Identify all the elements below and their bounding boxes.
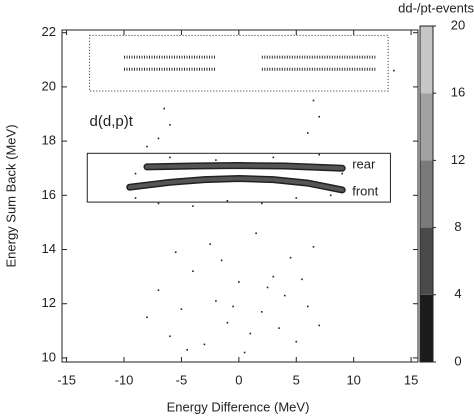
- event-point: [157, 202, 160, 205]
- event-point: [220, 259, 223, 262]
- event-point: [157, 137, 160, 140]
- colorbar-tick-label: 8: [454, 219, 461, 234]
- x-tick-label: 5: [293, 372, 300, 387]
- event-point: [272, 275, 275, 278]
- x-axis-label: Energy Difference (MeV): [167, 399, 310, 414]
- y-tick-label: 14: [42, 241, 56, 256]
- event-point: [243, 351, 246, 354]
- x-tick-label: -10: [115, 372, 134, 387]
- event-point: [134, 197, 137, 199]
- event-point: [341, 172, 344, 175]
- event-point: [393, 69, 395, 72]
- event-point: [169, 335, 171, 338]
- region-box: [89, 34, 389, 92]
- event-point: [255, 232, 257, 235]
- colorbar-band: [420, 294, 433, 362]
- annotation: d(d,p)t: [90, 113, 134, 130]
- colorbar-tick-label: 12: [451, 152, 465, 167]
- colorbar-tick-label: 0: [454, 353, 461, 368]
- event-point: [278, 327, 280, 329]
- y-tick-label: 10: [42, 349, 56, 364]
- event-point: [226, 199, 229, 202]
- event-point: [163, 107, 166, 110]
- event-point: [289, 256, 292, 259]
- event-point: [226, 321, 229, 324]
- event-point: [203, 343, 206, 346]
- x-tick-label: 0: [235, 372, 242, 387]
- colorbar-band: [420, 93, 433, 161]
- plot-frame: [61, 29, 419, 363]
- event-point: [186, 349, 188, 351]
- band-label: front: [352, 183, 378, 198]
- event-point: [283, 294, 286, 297]
- colorbar-tick-label: 16: [451, 85, 465, 100]
- colorbar-frame: [419, 25, 434, 363]
- event-point: [169, 156, 171, 159]
- event-point: [215, 159, 217, 161]
- event-point: [249, 332, 252, 335]
- x-tick-label: 15: [404, 372, 418, 387]
- event-point: [146, 316, 148, 319]
- x-tick-label: -15: [57, 372, 76, 387]
- event-point: [312, 99, 315, 102]
- colorbar-band: [420, 160, 433, 228]
- event-point: [306, 305, 309, 308]
- band-line: [144, 163, 345, 171]
- event-point: [295, 340, 298, 343]
- event-point: [301, 278, 303, 281]
- event-point: [318, 153, 321, 156]
- event-point: [192, 205, 194, 207]
- band-line: [127, 176, 345, 192]
- band-label: rear: [352, 157, 376, 172]
- event-point: [261, 311, 263, 313]
- event-point: [261, 202, 263, 205]
- y-axis-label: Energy Sum Back (MeV): [3, 124, 18, 267]
- colorbar-tick-label: 4: [454, 286, 461, 301]
- event-point: [146, 145, 148, 148]
- event-point: [169, 124, 171, 126]
- y-tick-label: 16: [42, 187, 56, 202]
- event-point: [180, 308, 183, 310]
- event-point: [232, 305, 234, 308]
- event-point: [238, 281, 240, 283]
- event-point: [329, 194, 332, 197]
- event-point: [312, 246, 315, 248]
- colorbar-title: dd-/pt-events: [398, 0, 474, 15]
- region-box: [86, 152, 391, 203]
- event-point: [295, 197, 298, 199]
- y-tick-label: 22: [42, 24, 56, 39]
- colorbar-band: [420, 227, 433, 295]
- x-tick-label: 10: [346, 372, 360, 387]
- x-tick-label: -5: [176, 372, 188, 387]
- event-point: [209, 243, 211, 245]
- y-tick-label: 20: [42, 78, 56, 93]
- event-point: [215, 300, 217, 302]
- colorbar-tick-label: 20: [451, 17, 465, 32]
- event-point: [318, 324, 321, 327]
- y-tick-label: 12: [42, 295, 56, 310]
- event-point: [174, 251, 177, 254]
- event-point: [272, 156, 275, 159]
- event-point: [134, 172, 137, 175]
- event-point: [192, 270, 194, 273]
- colorbar-band: [420, 26, 433, 94]
- event-point: [157, 289, 160, 291]
- event-point: [266, 286, 269, 289]
- y-tick-label: 18: [42, 133, 56, 148]
- event-point: [318, 115, 321, 118]
- event-point: [306, 132, 309, 134]
